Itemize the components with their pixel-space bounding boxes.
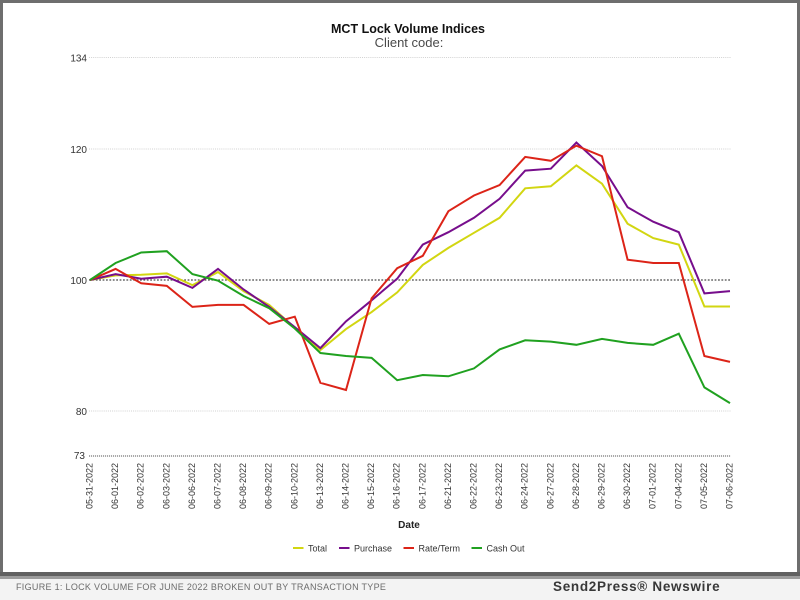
svg-text:06-09-2022: 06-09-2022 — [264, 463, 274, 509]
svg-text:Date: Date — [398, 520, 420, 531]
svg-text:07-05-2022: 07-05-2022 — [699, 463, 709, 509]
svg-text:07-01-2022: 07-01-2022 — [648, 463, 658, 509]
svg-text:06-07-2022: 06-07-2022 — [213, 463, 223, 509]
svg-text:06-03-2022: 06-03-2022 — [161, 463, 171, 509]
svg-text:Total: Total — [308, 544, 327, 554]
svg-text:06-08-2022: 06-08-2022 — [238, 463, 248, 509]
svg-text:80: 80 — [76, 407, 88, 418]
svg-text:MCT Lock Volume Indices: MCT Lock Volume Indices — [331, 22, 485, 36]
svg-text:07-06-2022: 07-06-2022 — [725, 463, 735, 509]
svg-text:06-27-2022: 06-27-2022 — [545, 463, 555, 509]
svg-text:Client code:: Client code: — [375, 35, 444, 50]
svg-text:06-24-2022: 06-24-2022 — [520, 463, 530, 509]
svg-text:06-14-2022: 06-14-2022 — [341, 463, 351, 509]
svg-text:06-23-2022: 06-23-2022 — [494, 463, 504, 509]
svg-text:06-21-2022: 06-21-2022 — [443, 463, 453, 509]
svg-text:Purchase: Purchase — [354, 544, 392, 554]
svg-text:06-06-2022: 06-06-2022 — [187, 463, 197, 509]
svg-text:06-30-2022: 06-30-2022 — [622, 463, 632, 509]
svg-text:06-01-2022: 06-01-2022 — [110, 463, 120, 509]
svg-text:05-31-2022: 05-31-2022 — [85, 463, 95, 509]
svg-text:06-16-2022: 06-16-2022 — [392, 463, 402, 509]
svg-text:06-29-2022: 06-29-2022 — [597, 463, 607, 509]
svg-text:07-04-2022: 07-04-2022 — [673, 463, 683, 509]
svg-text:100: 100 — [70, 276, 87, 287]
svg-text:06-17-2022: 06-17-2022 — [417, 463, 427, 509]
svg-text:Rate/Term: Rate/Term — [419, 544, 461, 554]
svg-text:120: 120 — [70, 145, 87, 156]
svg-text:06-02-2022: 06-02-2022 — [136, 463, 146, 509]
svg-text:134: 134 — [70, 54, 87, 65]
svg-text:06-15-2022: 06-15-2022 — [366, 463, 376, 509]
svg-text:06-28-2022: 06-28-2022 — [571, 463, 581, 509]
svg-text:Cash Out: Cash Out — [487, 544, 526, 554]
svg-text:06-22-2022: 06-22-2022 — [469, 463, 479, 509]
svg-text:06-13-2022: 06-13-2022 — [315, 463, 325, 509]
svg-text:73: 73 — [74, 451, 86, 462]
svg-text:06-10-2022: 06-10-2022 — [289, 463, 299, 509]
